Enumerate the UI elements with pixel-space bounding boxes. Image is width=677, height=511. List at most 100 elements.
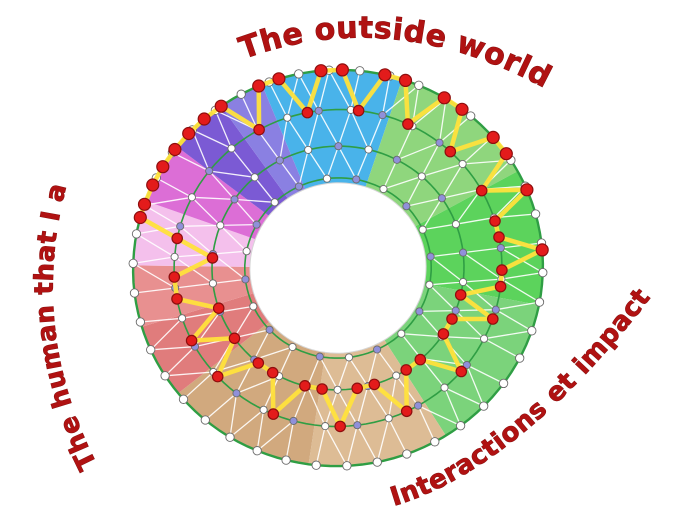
red-node-53[interactable] — [133, 210, 147, 225]
node-ring1-26[interactable] — [378, 111, 387, 120]
red-node-2[interactable] — [156, 160, 170, 174]
node-ring1-11[interactable] — [259, 405, 268, 414]
red-node-30[interactable] — [486, 313, 499, 325]
red-node-28[interactable] — [494, 280, 507, 293]
node-ring3-6[interactable] — [315, 352, 324, 361]
node-ring0-21[interactable] — [129, 288, 140, 298]
red-node-10[interactable] — [301, 106, 314, 119]
node-ring1-15[interactable] — [178, 314, 187, 323]
node-ring1-9[interactable] — [321, 422, 330, 431]
node-ring1-4[interactable] — [462, 360, 471, 370]
node-ring0-41[interactable] — [530, 209, 541, 219]
node-ring2-2[interactable] — [451, 306, 460, 315]
node-ring0-13[interactable] — [281, 455, 291, 465]
node-ring3-12[interactable] — [252, 220, 261, 229]
red-node-40[interactable] — [316, 383, 328, 395]
node-ring0-33[interactable] — [355, 66, 365, 76]
red-node-50[interactable] — [168, 271, 181, 283]
node-ring1-28[interactable] — [435, 138, 444, 147]
node-ring1-2[interactable] — [491, 305, 500, 314]
node-ring0-4[interactable] — [515, 353, 525, 363]
red-node-16[interactable] — [402, 118, 414, 130]
node-ring0-31[interactable] — [294, 69, 304, 79]
red-node-5[interactable] — [197, 112, 211, 126]
node-ring3-10[interactable] — [241, 275, 250, 284]
node-ring0-22[interactable] — [128, 258, 138, 269]
node-ring0-2[interactable] — [534, 297, 545, 307]
red-node-42[interactable] — [267, 408, 280, 420]
red-node-36[interactable] — [400, 405, 413, 418]
red-node-9[interactable] — [272, 72, 286, 86]
red-node-32[interactable] — [437, 328, 450, 340]
node-ring3-4[interactable] — [373, 345, 382, 354]
node-ring0-1[interactable] — [538, 267, 548, 278]
red-node-18[interactable] — [455, 102, 469, 116]
node-ring0-6[interactable] — [479, 401, 489, 411]
red-node-17[interactable] — [437, 91, 451, 105]
red-node-21[interactable] — [499, 147, 513, 161]
node-ring2-15[interactable] — [216, 221, 225, 230]
node-ring2-20[interactable] — [334, 142, 343, 151]
node-ring2-22[interactable] — [392, 155, 401, 164]
node-ring3-7[interactable] — [288, 342, 297, 352]
node-ring0-10[interactable] — [372, 457, 382, 467]
node-ring3-14[interactable] — [294, 182, 303, 191]
red-node-27[interactable] — [496, 264, 508, 276]
node-ring2-16[interactable] — [230, 195, 239, 204]
node-ring0-19[interactable] — [146, 345, 156, 355]
red-node-8[interactable] — [252, 79, 266, 93]
node-ring1-0[interactable] — [496, 243, 505, 253]
red-node-13[interactable] — [352, 104, 365, 117]
node-ring0-3[interactable] — [527, 326, 537, 336]
sector-magenta[interactable] — [145, 146, 269, 240]
red-node-52[interactable] — [171, 232, 183, 245]
node-ring1-5[interactable] — [440, 383, 449, 392]
red-node-1[interactable] — [146, 178, 160, 192]
node-ring0-12[interactable] — [311, 460, 321, 470]
node-ring0-7[interactable] — [455, 421, 466, 431]
node-ring1-20[interactable] — [205, 166, 214, 176]
red-node-38[interactable] — [351, 382, 363, 395]
red-node-26[interactable] — [535, 243, 549, 257]
sector-tan-dark[interactable] — [178, 321, 326, 465]
node-ring3-16[interactable] — [352, 175, 361, 184]
red-node-31[interactable] — [446, 313, 458, 325]
red-node-47[interactable] — [185, 334, 198, 347]
red-node-3[interactable] — [168, 142, 182, 157]
node-ring0-16[interactable] — [200, 415, 210, 425]
red-node-14[interactable] — [378, 68, 392, 82]
red-node-43[interactable] — [266, 366, 279, 379]
node-ring2-0[interactable] — [459, 248, 468, 257]
red-node-48[interactable] — [212, 302, 225, 314]
red-node-34[interactable] — [414, 353, 427, 366]
node-ring3-15[interactable] — [322, 174, 332, 183]
node-ring2-18[interactable] — [275, 156, 284, 165]
node-ring3-0[interactable] — [426, 252, 435, 261]
node-ring1-19[interactable] — [187, 193, 196, 202]
red-node-29[interactable] — [454, 289, 467, 301]
red-node-4[interactable] — [182, 126, 196, 141]
node-ring2-13[interactable] — [208, 279, 217, 288]
red-node-7[interactable] — [253, 123, 265, 136]
red-node-20[interactable] — [486, 130, 500, 144]
red-node-19[interactable] — [444, 145, 457, 158]
node-ring3-19[interactable] — [418, 225, 427, 234]
node-ring1-23[interactable] — [283, 113, 292, 122]
sector-tan-light[interactable] — [308, 340, 446, 467]
node-ring3-2[interactable] — [415, 307, 424, 316]
node-ring1-17[interactable] — [170, 252, 179, 261]
red-node-23[interactable] — [520, 183, 534, 197]
red-node-41[interactable] — [299, 379, 311, 392]
node-ring2-17[interactable] — [250, 173, 259, 182]
node-ring3-8[interactable] — [265, 325, 274, 334]
node-ring3-3[interactable] — [397, 329, 406, 338]
node-ring3-9[interactable] — [249, 302, 258, 311]
red-node-25[interactable] — [493, 231, 505, 243]
sector-violet[interactable] — [177, 106, 288, 216]
node-ring2-24[interactable] — [437, 194, 446, 203]
red-node-6[interactable] — [214, 99, 228, 113]
red-node-24[interactable] — [489, 215, 501, 227]
node-ring1-6[interactable] — [414, 401, 423, 410]
node-ring3-13[interactable] — [270, 198, 279, 207]
node-ring1-8[interactable] — [353, 421, 362, 430]
